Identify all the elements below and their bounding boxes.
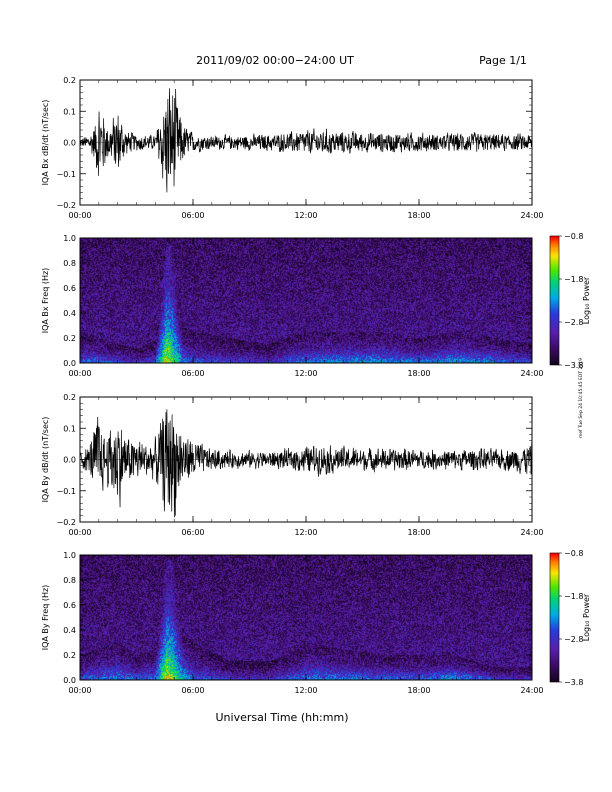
x-tick-label: 00:00 [68, 369, 91, 378]
y-axis-label: IQA By Freq (Hz) [41, 585, 50, 651]
spectrogram-image [80, 555, 532, 680]
y-tick-label: 1.0 [63, 234, 76, 243]
y-tick-label: 0.0 [63, 676, 76, 685]
x-tick-label: 12:00 [294, 528, 317, 537]
x-tick-label: 06:00 [181, 686, 204, 695]
y-tick-label: 0.0 [63, 139, 76, 148]
panel-4: −0.8 −1.8 −2.8 −3.8 Log₁₀ Power 1.0 0.8 0.6 0.4 0… [41, 549, 591, 695]
y-tick-label: 0.2 [63, 651, 76, 660]
colorbar-tick-label: −1.8 [564, 592, 583, 601]
waveform-trace [79, 88, 533, 193]
y-tick-label: −0.1 [57, 487, 76, 496]
panel-3: 0.2 0.1 0.0 −0.1 −0.200:00 06:00 12:00 18:00 24:… [41, 393, 544, 537]
y-tick-label: 0.6 [63, 284, 76, 293]
x-tick-label: 06:00 [181, 369, 204, 378]
x-tick-label: 06:00 [181, 211, 204, 220]
x-tick-label: 00:00 [68, 211, 91, 220]
y-tick-label: 0.6 [63, 601, 76, 610]
colorbar-tick-label: −2.8 [564, 635, 583, 644]
y-tick-label: 0.8 [63, 576, 76, 585]
y-tick-label: −0.1 [57, 170, 76, 179]
panel-1: 0.2 0.1 0.0 −0.1 −0.200:00 06:00 12:00 18:00 24:… [41, 76, 544, 220]
figure-title: 2011/09/02 00:00−24:00 UT [196, 54, 354, 67]
y-tick-label: 1.0 [63, 551, 76, 560]
x-tick-label: 12:00 [294, 211, 317, 220]
colorbar-tick-label: −3.8 [564, 678, 583, 687]
x-tick-label: 24:00 [520, 528, 543, 537]
x-tick-label: 06:00 [181, 528, 204, 537]
colorbar [550, 236, 559, 365]
y-tick-label: 0.0 [63, 456, 76, 465]
waveform-trace [79, 409, 533, 518]
panel-2: −0.8 −1.8 −2.8 −3.8 Log₁₀ Power 1.0 0.8 0.6 0.4 0… [41, 232, 591, 378]
x-tick-label: 12:00 [294, 369, 317, 378]
x-tick-label: 18:00 [407, 686, 430, 695]
colorbar-tick-label: −0.8 [564, 232, 583, 241]
colorbar [550, 553, 559, 682]
colorbar-label: Log₁₀ Power [582, 276, 591, 324]
y-tick-label: 0.0 [63, 359, 76, 368]
x-tick-label: 24:00 [520, 211, 543, 220]
y-axis-label: IQA Bx dB/dt (nT/sec) [41, 100, 50, 186]
page-number: Page 1/1 [479, 54, 527, 67]
y-tick-label: 0.2 [63, 76, 76, 85]
colorbar-frame [549, 552, 560, 683]
y-tick-label: −0.2 [57, 518, 76, 527]
y-axis-label: IQA Bx Freq (Hz) [41, 268, 50, 334]
x-tick-label: 18:00 [407, 528, 430, 537]
colorbar-tick-label: −1.8 [564, 275, 583, 284]
y-tick-label: 0.4 [63, 626, 76, 635]
y-tick-label: 0.4 [63, 309, 76, 318]
y-tick-label: 0.2 [63, 334, 76, 343]
x-tick-label: 00:00 [68, 528, 91, 537]
colorbar-tick-label: −0.8 [564, 549, 583, 558]
colorbar-tick-label: −3.8 [564, 361, 583, 370]
x-tick-label: 18:00 [407, 369, 430, 378]
x-tick-label: 18:00 [407, 211, 430, 220]
y-tick-label: 0.1 [63, 107, 76, 116]
x-axis-title: Universal Time (hh:mm) [216, 711, 349, 724]
spectrogram-image [80, 238, 532, 363]
x-tick-label: 12:00 [294, 686, 317, 695]
x-tick-label: 24:00 [520, 686, 543, 695]
y-tick-label: −0.2 [57, 201, 76, 210]
x-tick-label: 24:00 [520, 369, 543, 378]
x-tick-label: 00:00 [68, 686, 91, 695]
y-tick-label: 0.2 [63, 393, 76, 402]
panels: 0.20.10.0−0.1−0.200:00 06:00 12:00 18:00 24:… [41, 76, 591, 695]
y-tick-label: 0.1 [63, 424, 76, 433]
y-tick-label: 0.8 [63, 259, 76, 268]
side-stamp: mef Tue Sep 24 10:45:45 EDT 2019 [578, 358, 584, 438]
y-axis-label: IQA By dB/dt (nT/sec) [41, 417, 50, 503]
colorbar-frame [549, 235, 560, 366]
colorbar-label: Log₁₀ Power [582, 593, 591, 641]
colorbar-tick-label: −2.8 [564, 318, 583, 327]
